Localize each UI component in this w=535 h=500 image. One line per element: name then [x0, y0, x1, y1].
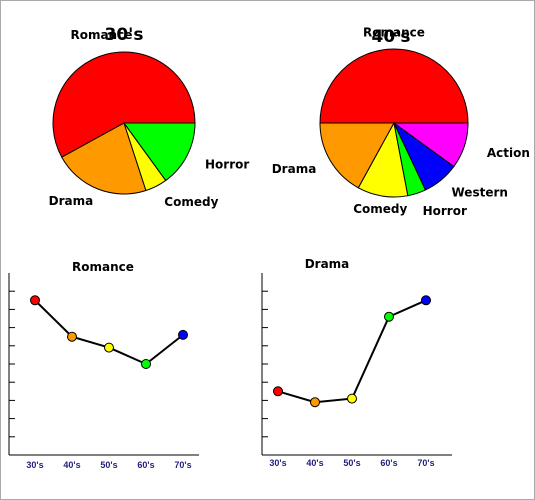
x-tick-label-50-s: 50's: [343, 458, 360, 468]
data-point-30-s: [30, 295, 40, 306]
line-title: Drama: [305, 257, 350, 271]
data-point-60-s: [141, 359, 151, 369]
series-line-romance: [34, 299, 184, 366]
pie-label-comedy: Comedy: [353, 202, 407, 216]
x-tick-label-30-s: 30's: [26, 460, 43, 470]
pie-label-horror: Horror: [205, 157, 249, 171]
data-point-50-s: [347, 393, 357, 404]
pie-slice-romance: [52, 51, 196, 158]
pie-slice-action: [392, 122, 469, 168]
pie-title: 30's: [105, 25, 144, 45]
data-point-40-s: [67, 331, 77, 342]
series-line-drama: [277, 299, 427, 404]
pie-title: 40's: [372, 27, 411, 47]
data-point-30-s: [273, 386, 283, 397]
pie-label-drama: Drama: [49, 194, 94, 208]
pie-label-romance: Romance: [70, 28, 132, 42]
line-title: Romance: [72, 260, 134, 274]
x-tick-label-60-s: 60's: [380, 458, 397, 468]
pie-label-romance: Romance: [363, 26, 425, 40]
pie-label-horror: Horror: [423, 204, 467, 218]
pie-chart-40s: Romance Drama Comedy Horror Western Action 40'…: [272, 26, 530, 218]
pie-slice-horror: [123, 122, 196, 182]
x-tick-label-70-s: 70's: [174, 460, 191, 470]
line-chart-romance: Romance 30's 40's 50's 60's 70's: [8, 260, 199, 470]
pie-chart-30s: Romance Drama Comedy Horror 30's: [49, 25, 250, 209]
x-tick-label-30-s: 30's: [269, 458, 286, 468]
pie-label-comedy: Comedy: [164, 195, 218, 209]
pie-slice-drama: [61, 122, 147, 195]
data-point-70-s: [421, 295, 431, 306]
data-point-70-s: [178, 329, 188, 340]
x-tick-label-70-s: 70's: [417, 458, 434, 468]
pie-label-action: Action: [487, 146, 530, 160]
data-point-40-s: [310, 397, 320, 408]
x-tick-label-60-s: 60's: [137, 460, 154, 470]
pie-label-drama: Drama: [272, 162, 317, 176]
pie-slice-drama: [319, 122, 395, 189]
data-point-60-s: [384, 311, 394, 322]
pie-label-western: Western: [452, 186, 508, 200]
line-chart-drama: Drama 30's 40's 50's 60's 70's: [261, 257, 452, 468]
x-tick-label-40-s: 40's: [306, 458, 323, 468]
x-tick-label-50-s: 50's: [100, 460, 117, 470]
pie-slice-romance: [319, 48, 469, 124]
x-tick-label-40-s: 40's: [63, 460, 80, 470]
data-point-50-s: [104, 342, 114, 353]
